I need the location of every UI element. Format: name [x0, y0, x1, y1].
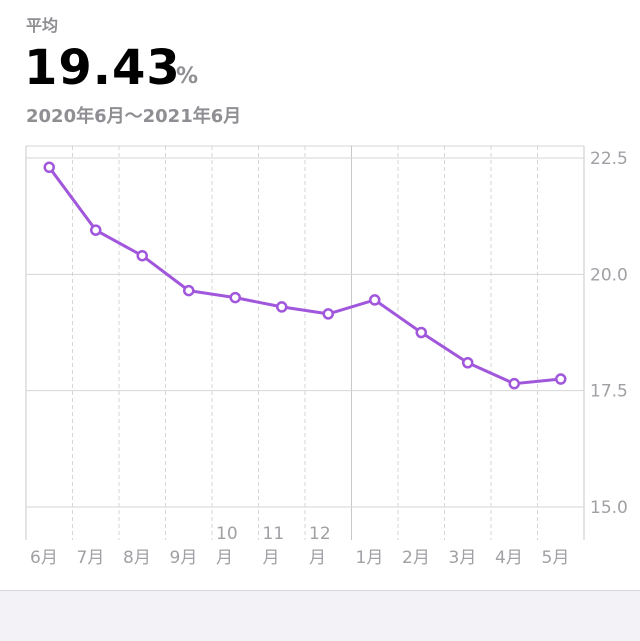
- data-point: [415, 326, 427, 339]
- data-point: [555, 373, 567, 385]
- x-tick-label: 1月: [356, 548, 384, 568]
- x-tick-label: 9月: [170, 548, 198, 568]
- date-range: 2020年6月〜2021年6月: [26, 106, 242, 127]
- x-tick-label: 4月: [495, 548, 523, 568]
- y-tick-label: 17.5: [590, 382, 628, 402]
- x-tick-label: 8月: [123, 548, 151, 568]
- data-point: [229, 291, 241, 304]
- average-label: 平均: [26, 16, 59, 35]
- x-tick-label: 2月: [402, 548, 430, 568]
- data-point: [136, 249, 148, 262]
- line-chart: 22.5 20.0 17.5 15.0 6月 7月 8月 9月 10 月 11 月 12 月 1月 2月 3月 4…: [25, 145, 628, 568]
- x-tick-label: 6月: [30, 548, 58, 568]
- data-point: [183, 284, 195, 297]
- x-tick-label: 5月: [542, 548, 570, 568]
- data-point: [276, 301, 288, 313]
- data-point: [90, 224, 102, 236]
- series-line: [48, 166, 561, 386]
- y-tick-label: 20.0: [590, 265, 628, 285]
- average-unit: %: [176, 64, 199, 89]
- average-value: 19.43: [24, 40, 181, 96]
- data-point: [462, 356, 474, 369]
- x-tick-label: 7月: [77, 548, 105, 568]
- x-tick-label: 3月: [449, 548, 477, 568]
- data-point: [369, 294, 381, 306]
- y-tick-label: 22.5: [590, 149, 628, 169]
- x-tick-label: 11 月: [263, 524, 285, 568]
- data-point: [322, 308, 334, 320]
- x-tick-label: 12 月: [309, 524, 331, 568]
- data-point: [43, 161, 55, 174]
- data-point: [508, 377, 520, 390]
- y-tick-label: 15.0: [590, 498, 628, 518]
- footer-bar: [0, 590, 640, 641]
- x-tick-label: 10 月: [216, 524, 238, 568]
